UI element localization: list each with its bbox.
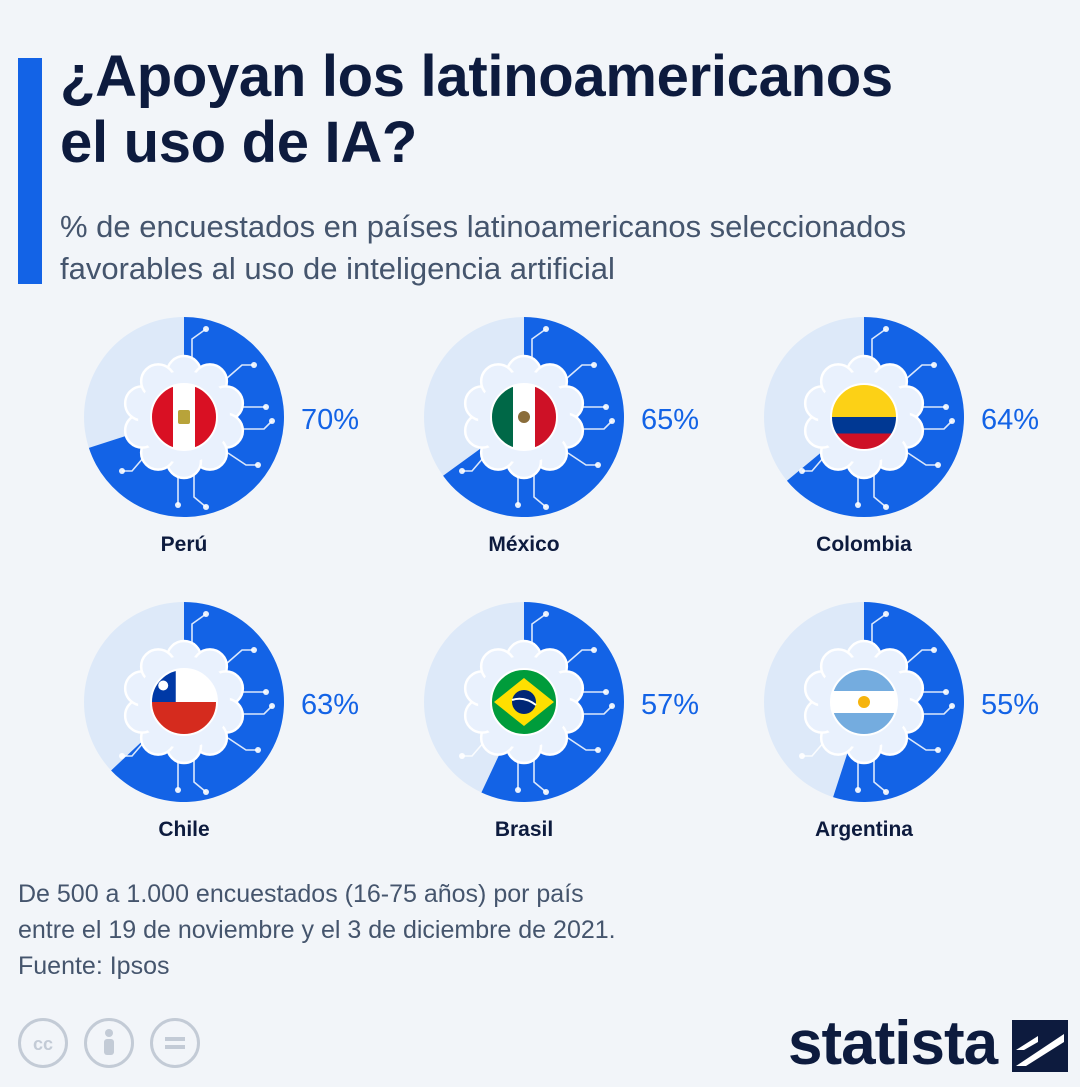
donut-item: 65% México bbox=[424, 317, 699, 556]
accent-bar bbox=[18, 58, 42, 284]
category-label: Argentina bbox=[815, 818, 913, 841]
survey-note-line-1: De 500 a 1.000 encuestados (16-75 años) … bbox=[18, 880, 584, 908]
donut-item: 57% Brasil bbox=[424, 602, 699, 841]
value-label: 65% bbox=[641, 404, 699, 436]
survey-note-line-2: entre el 19 de noviembre y el 3 de dicie… bbox=[18, 916, 616, 944]
attribution-icon[interactable] bbox=[84, 1018, 134, 1068]
subtitle-line-2: favorables al uso de inteligencia artifi… bbox=[60, 251, 615, 286]
flag-mexico-icon bbox=[490, 383, 558, 451]
donut-chart-grid: 70% Perú 65% México 64% Colombia 63% Chile 57% Br… bbox=[84, 317, 1039, 841]
value-label: 70% bbox=[301, 404, 359, 436]
flag-chile-icon bbox=[150, 668, 218, 736]
title-line-2: el uso de IA? bbox=[60, 110, 418, 175]
survey-note: De 500 a 1.000 encuestados (16-75 años) … bbox=[18, 876, 818, 948]
value-label: 57% bbox=[641, 689, 699, 721]
donut-item: 64% Colombia bbox=[764, 317, 1039, 556]
no-derivatives-icon[interactable] bbox=[150, 1018, 200, 1068]
cc-icon[interactable]: cc bbox=[18, 1018, 68, 1068]
category-label: Brasil bbox=[495, 818, 553, 841]
flag-brasil-icon bbox=[490, 668, 558, 736]
title-line-1: ¿Apoyan los latinoamericanos bbox=[60, 44, 893, 109]
subtitle-line-1: % de encuestados en países latinoamerica… bbox=[60, 209, 907, 244]
statista-brand[interactable]: statista bbox=[788, 1009, 998, 1078]
chart-subtitle: % de encuestados en países latinoamerica… bbox=[60, 206, 1075, 290]
donut-item: 55% Argentina bbox=[764, 602, 1039, 841]
category-label: Colombia bbox=[816, 533, 912, 556]
statista-logo-icon[interactable] bbox=[1012, 1020, 1068, 1072]
category-label: Perú bbox=[161, 533, 208, 556]
value-label: 55% bbox=[981, 689, 1039, 721]
source-text: Fuente: Ipsos bbox=[18, 952, 170, 980]
flag-peru-icon bbox=[150, 383, 218, 451]
value-label: 64% bbox=[981, 404, 1039, 436]
chart-title: ¿Apoyan los latinoamericanos el uso de I… bbox=[60, 44, 1060, 176]
category-label: México bbox=[488, 533, 559, 556]
donut-item: 63% Chile bbox=[84, 602, 359, 841]
flag-colombia-icon bbox=[830, 383, 898, 451]
value-label: 63% bbox=[301, 689, 359, 721]
category-label: Chile bbox=[158, 818, 209, 841]
flag-argentina-icon bbox=[830, 668, 898, 736]
svg-text:cc: cc bbox=[33, 1034, 53, 1054]
donut-item: 70% Perú bbox=[84, 317, 359, 556]
